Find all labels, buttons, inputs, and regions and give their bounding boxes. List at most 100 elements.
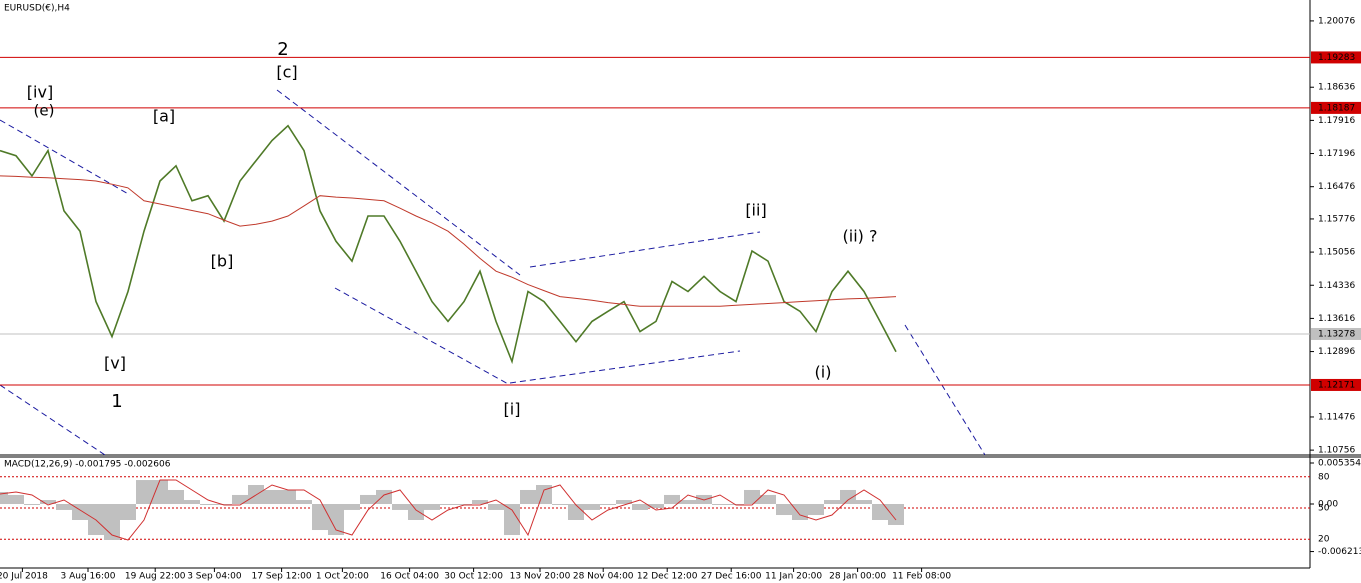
macd-bar [824,500,840,504]
macd-bar [872,504,888,520]
macd-bar [472,500,488,504]
macd-bar [488,504,504,510]
x-tick-label: 17 Sep 12:00 [252,572,312,582]
y-tick-label: 1.17916 [1318,116,1355,126]
level-label-box [1311,51,1361,64]
x-tick-label: 3 Aug 16:00 [61,572,116,582]
wave-label: [i] [504,400,521,419]
macd-bar [168,489,184,504]
macd-bar [296,500,312,504]
wave-label: (e) [34,102,55,120]
macd-bar [392,504,408,510]
x-tick-label: 13 Nov 20:00 [510,572,571,582]
macd-bar [648,504,664,508]
macd-bar [712,504,728,505]
macd-bar [280,489,296,504]
y-tick-label: 0.00 [1318,500,1338,510]
wave-label: [a] [153,107,175,126]
signal-line [0,479,897,541]
macd-bar [616,500,632,504]
y2-tick-label: 50 [1318,504,1330,514]
macd-bar [344,504,360,510]
x-tick-label: 27 Dec 16:00 [701,572,762,582]
macd-bar [456,504,472,505]
macd-bar [184,500,200,504]
y2-tick-label: 80 [1318,472,1330,482]
y-tick-label: -0.006213 [1318,547,1361,557]
wave-label: 1 [111,391,122,412]
macd-bar [264,489,280,504]
y-tick-label: 1.15056 [1318,248,1355,258]
macd-bar [440,504,456,505]
macd-bar [360,494,376,504]
level-label: 1.18187 [1318,103,1355,113]
macd-bar [376,489,392,504]
level-label-box [1311,101,1361,114]
wave-label: [c] [276,63,297,82]
macd-bar [328,504,344,536]
x-tick-label: 12 Dec 12:00 [637,572,698,582]
x-tick-label: 20 Jul 2018 [0,572,48,582]
level-label-box [1311,378,1361,391]
y-tick-label: 1.16476 [1318,182,1355,192]
y-tick-label: 1.11476 [1318,412,1355,422]
wave-label: [b] [211,252,234,271]
wave-label: (ii) ? [843,227,878,246]
macd-bar [120,504,136,520]
channel-line [904,324,986,456]
channel-line [276,89,521,276]
macd-bar [856,500,872,504]
macd-bar [520,489,536,504]
macd-bar [792,504,808,520]
x-tick-label: 1 Oct 20:00 [316,572,369,582]
macd-bar [552,504,568,505]
y-tick-label: 1.18636 [1318,83,1355,93]
x-tick-label: 16 Oct 04:00 [380,572,439,582]
macd-bar [808,504,824,516]
macd-bar [888,504,904,525]
x-tick-label: 30 Oct 12:00 [444,572,503,582]
macd-bar [56,504,72,510]
macd-bar [600,504,616,505]
channel-line [0,384,106,456]
y2-tick-label: 20 [1318,535,1330,545]
macd-bar [24,504,40,505]
macd-bar [664,494,680,504]
level-label: 1.19283 [1318,53,1355,63]
macd-title: MACD(12,26,9) -0.001795 -0.002606 [4,460,171,470]
level-label-box [1311,327,1361,340]
x-tick-label: 11 Jan 20:00 [765,572,822,582]
y-tick-label: 1.20076 [1318,16,1355,26]
x-tick-label: 19 Aug 22:00 [125,572,186,582]
macd-bar [232,494,248,504]
moving-average [0,175,897,307]
channel-line [509,350,741,384]
macd-bar [840,489,856,504]
macd-bar [40,500,56,504]
wave-label: [ii] [745,201,766,220]
channel-line [0,119,131,196]
x-tick-label: 28 Jan 00:00 [829,572,886,582]
macd-bar [312,504,328,531]
wave-label: 2 [277,39,288,60]
channel-line [334,287,511,386]
macd-bar [8,494,24,504]
macd-bar [136,480,152,504]
y-tick-label: 1.10756 [1318,446,1355,456]
macd-bar [0,491,8,504]
macd-bar [200,504,216,505]
macd-bar [568,504,584,520]
x-tick-label: 11 Feb 08:00 [892,572,951,582]
x-tick-label: 3 Sep 04:00 [187,572,242,582]
macd-bar [408,504,424,520]
y-tick-label: 1.12896 [1318,347,1355,357]
y-tick-label: 0.005354 [1318,459,1361,469]
macd-bar [536,485,552,504]
wave-label: [iv] [27,83,53,102]
price-line [0,124,897,365]
y-tick-label: 1.14336 [1318,281,1355,291]
macd-bar [776,504,792,516]
macd-bar [424,504,440,510]
